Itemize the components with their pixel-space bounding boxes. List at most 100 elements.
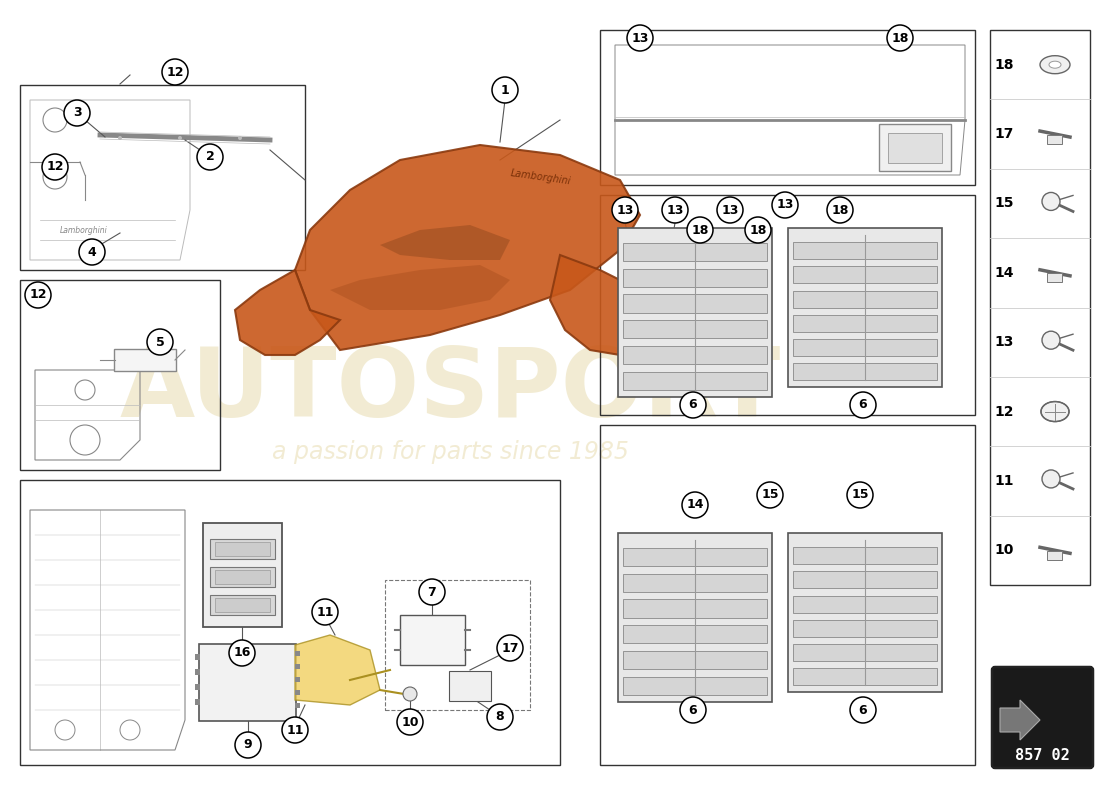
Polygon shape xyxy=(295,635,380,705)
Text: 15: 15 xyxy=(851,489,869,502)
Text: 6: 6 xyxy=(859,703,867,717)
Text: 4: 4 xyxy=(88,246,97,258)
FancyBboxPatch shape xyxy=(623,548,767,566)
Text: 18: 18 xyxy=(994,58,1014,72)
Text: 14: 14 xyxy=(994,266,1014,280)
Circle shape xyxy=(229,640,255,666)
Bar xyxy=(195,684,200,690)
Circle shape xyxy=(282,717,308,743)
Circle shape xyxy=(497,635,522,661)
Bar xyxy=(990,30,1090,585)
Circle shape xyxy=(487,704,513,730)
Bar xyxy=(20,85,305,270)
Text: 7: 7 xyxy=(428,586,437,598)
FancyBboxPatch shape xyxy=(793,668,937,685)
Bar xyxy=(195,699,200,705)
Text: 17: 17 xyxy=(502,642,519,654)
Text: Lamborghini: Lamborghini xyxy=(510,169,572,187)
Circle shape xyxy=(197,144,223,170)
FancyBboxPatch shape xyxy=(793,290,937,307)
Bar xyxy=(195,654,200,660)
FancyBboxPatch shape xyxy=(623,626,767,643)
Ellipse shape xyxy=(1040,56,1070,74)
Bar xyxy=(385,580,530,710)
FancyBboxPatch shape xyxy=(449,671,491,701)
Bar xyxy=(600,425,975,765)
FancyBboxPatch shape xyxy=(623,242,767,261)
Text: 6: 6 xyxy=(689,398,697,411)
FancyBboxPatch shape xyxy=(888,133,942,163)
Text: 1: 1 xyxy=(500,83,509,97)
Circle shape xyxy=(238,136,242,140)
Polygon shape xyxy=(379,225,510,260)
FancyBboxPatch shape xyxy=(623,346,767,364)
Text: 10: 10 xyxy=(994,543,1014,558)
Polygon shape xyxy=(550,255,660,355)
Bar xyxy=(295,664,300,669)
Polygon shape xyxy=(330,265,510,310)
Circle shape xyxy=(827,197,853,223)
Circle shape xyxy=(397,709,424,735)
FancyBboxPatch shape xyxy=(788,533,942,692)
Text: 10: 10 xyxy=(402,715,419,729)
Bar xyxy=(20,280,220,470)
Bar xyxy=(295,690,300,695)
FancyBboxPatch shape xyxy=(793,242,937,259)
Text: 11: 11 xyxy=(286,723,304,737)
FancyBboxPatch shape xyxy=(793,339,937,356)
Circle shape xyxy=(688,217,713,243)
Circle shape xyxy=(772,192,798,218)
Text: 3: 3 xyxy=(73,106,81,119)
Circle shape xyxy=(887,25,913,51)
Circle shape xyxy=(850,392,876,418)
Polygon shape xyxy=(1000,700,1040,740)
Circle shape xyxy=(717,197,743,223)
Circle shape xyxy=(403,687,417,701)
Circle shape xyxy=(757,482,783,508)
Text: 13: 13 xyxy=(722,203,739,217)
FancyBboxPatch shape xyxy=(623,372,767,390)
FancyBboxPatch shape xyxy=(210,539,275,559)
FancyBboxPatch shape xyxy=(623,574,767,592)
Circle shape xyxy=(1042,193,1060,210)
FancyBboxPatch shape xyxy=(879,124,952,171)
FancyBboxPatch shape xyxy=(788,228,942,387)
Bar xyxy=(400,615,465,665)
FancyBboxPatch shape xyxy=(210,567,275,587)
Text: 11: 11 xyxy=(317,606,333,618)
Circle shape xyxy=(312,599,338,625)
FancyBboxPatch shape xyxy=(793,595,937,613)
Bar xyxy=(195,669,200,675)
Circle shape xyxy=(627,25,653,51)
Text: 11: 11 xyxy=(994,474,1014,488)
FancyBboxPatch shape xyxy=(793,314,937,332)
FancyBboxPatch shape xyxy=(114,349,176,371)
Text: Lamborghini: Lamborghini xyxy=(60,226,108,235)
Bar xyxy=(600,30,975,185)
FancyBboxPatch shape xyxy=(214,598,270,612)
Text: 13: 13 xyxy=(631,31,649,45)
Circle shape xyxy=(1042,331,1060,349)
Text: 16: 16 xyxy=(233,646,251,659)
FancyBboxPatch shape xyxy=(199,644,296,721)
Text: 18: 18 xyxy=(832,203,849,217)
FancyBboxPatch shape xyxy=(214,570,270,584)
Text: 12: 12 xyxy=(994,405,1014,418)
FancyBboxPatch shape xyxy=(793,266,937,283)
Text: a passion for parts since 1985: a passion for parts since 1985 xyxy=(272,440,628,464)
Ellipse shape xyxy=(1049,61,1061,68)
Circle shape xyxy=(612,197,638,223)
Text: 18: 18 xyxy=(691,223,708,237)
Bar xyxy=(295,703,300,708)
Circle shape xyxy=(847,482,873,508)
Circle shape xyxy=(680,392,706,418)
Text: 13: 13 xyxy=(777,198,794,211)
Circle shape xyxy=(1042,470,1060,488)
FancyBboxPatch shape xyxy=(1046,134,1062,143)
Text: 18: 18 xyxy=(749,223,767,237)
Text: AUTOSPORT: AUTOSPORT xyxy=(120,343,781,437)
Circle shape xyxy=(850,697,876,723)
FancyBboxPatch shape xyxy=(793,547,937,564)
Circle shape xyxy=(662,197,688,223)
FancyBboxPatch shape xyxy=(204,523,282,627)
